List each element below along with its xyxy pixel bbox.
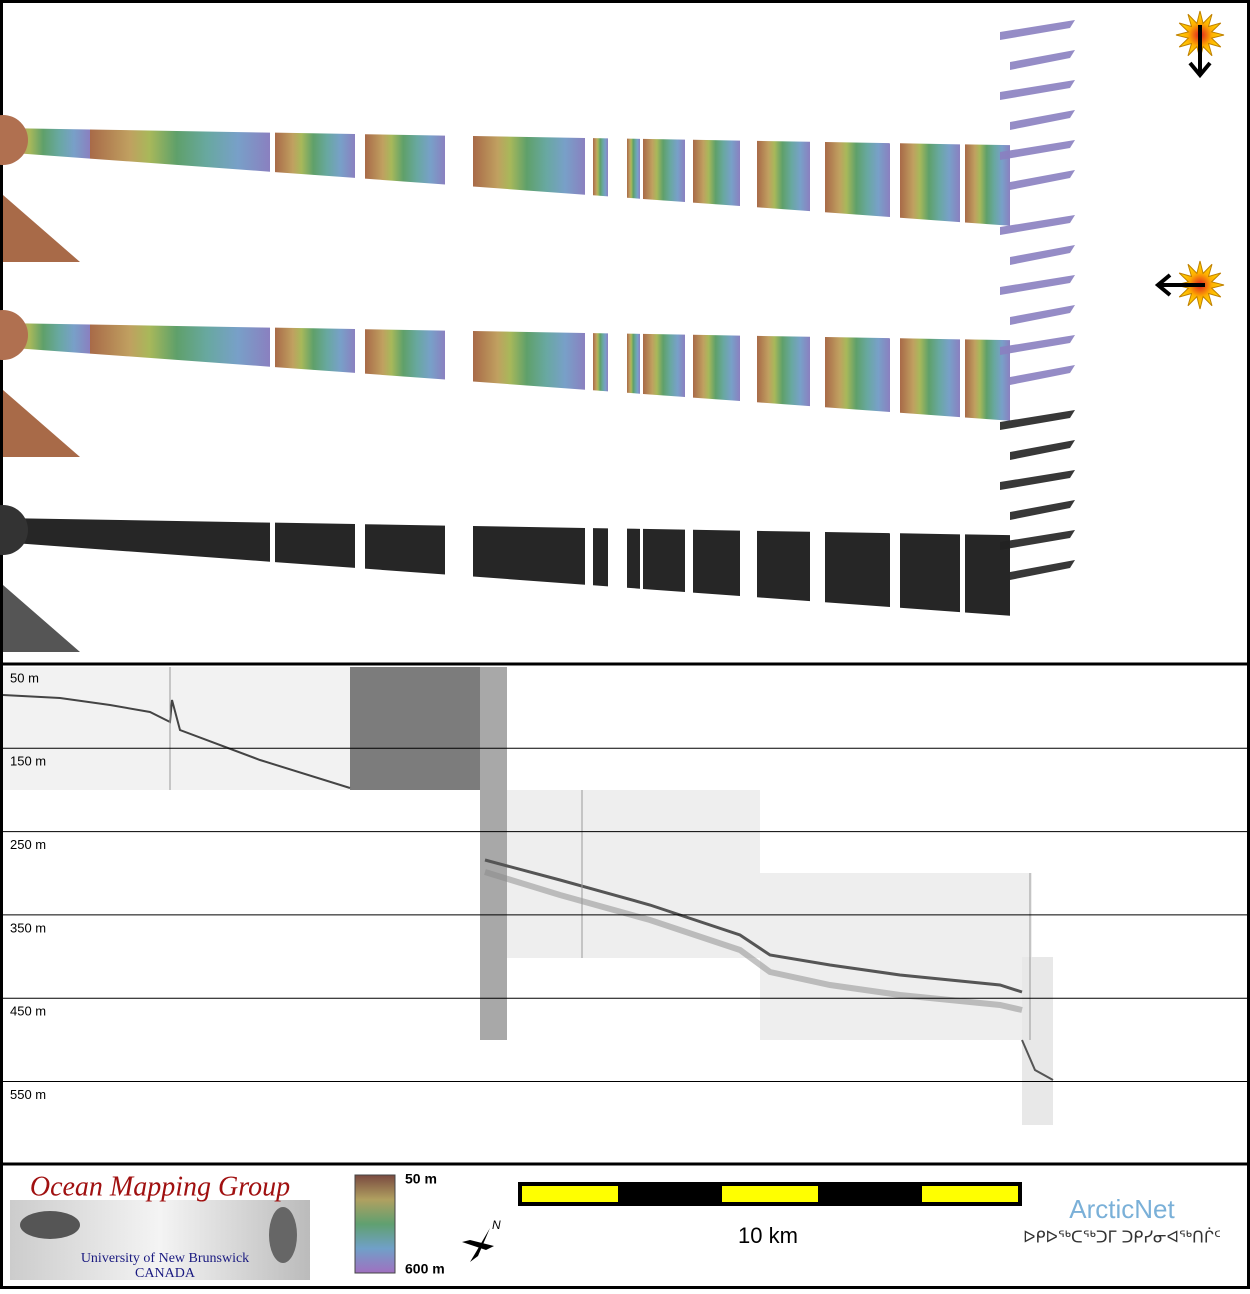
scale-label: 10 km [738,1223,798,1248]
omg-title: Ocean Mapping Group [30,1171,290,1202]
colorbar [354,1174,396,1274]
swath [643,528,685,593]
swath [757,140,810,212]
swath [693,529,740,597]
colorbar-top-label: 50 m [405,1171,437,1187]
swath-fan [1010,500,1075,520]
scale-bar-segment [922,1186,1018,1202]
depth-label: 550 m [10,1087,46,1102]
swath [965,339,1010,421]
swath-fan [1000,140,1075,160]
swath [900,143,960,223]
swath-turn [0,310,28,360]
swath [757,530,810,602]
swath [627,333,640,394]
swath-row [0,20,1075,262]
swath-fan [1010,305,1075,325]
colorbar-bottom-label: 600 m [405,1261,445,1277]
swath [90,324,270,367]
swath-row [0,410,1075,652]
depth-label: 250 m [10,837,46,852]
depth-label: 350 m [10,920,46,935]
swath-fan [1000,470,1075,490]
north-arrow: N [462,1218,501,1262]
swath [275,522,355,568]
legend-panel: Ocean Mapping Group University of New Br… [10,1171,1221,1281]
scale-bar-segment [722,1186,818,1202]
swath [627,138,640,199]
sun-icon [1175,10,1225,79]
swath [275,327,355,373]
swath [757,335,810,407]
swath [90,519,270,562]
omg-university: University of New Brunswick [81,1251,249,1266]
swath [965,534,1010,616]
depth-label: 50 m [10,670,39,685]
sun-icon [1154,260,1225,310]
swath-fan [1010,245,1075,265]
swath [473,526,585,585]
swath-maps [0,10,1225,652]
swath [627,528,640,589]
swath-fan [1000,275,1075,295]
swath [643,138,685,203]
depth-label: 450 m [10,1004,46,1019]
swath [825,142,890,217]
swath [900,338,960,418]
swath [825,532,890,607]
swath-fan [1010,560,1075,580]
arcticnet-inuktitut: ᐅᑭᐅᖅᑕᖅᑐᒥ ᑐᑭᓯᓂᐊᖅᑎᒌᑦ [1023,1228,1221,1247]
swath-fan [1000,530,1075,550]
swath [90,129,270,172]
swath [473,331,585,390]
swath [693,334,740,402]
scale-bar-segment [522,1186,618,1202]
swath [900,533,960,613]
arcticnet-logo: ArcticNet [1069,1194,1175,1224]
swath-fan [1010,365,1075,385]
light-arrowhead [1188,61,1212,79]
swath [593,528,608,587]
swath-fan [1000,215,1075,235]
swath-fan [1010,110,1075,130]
swath [473,136,585,195]
swath [275,132,355,178]
swath [365,134,445,185]
swath [593,333,608,392]
north-label: N [492,1218,501,1232]
subbottom-profile: 50 m 150 m 250 m 350 m 450 m 550 m [2,667,1247,1125]
swath-row [0,215,1075,457]
swath-wedge [3,585,80,652]
light-arrowhead [1154,273,1172,297]
swath [825,337,890,412]
swath-fan [1000,20,1075,40]
swath-wedge [3,195,80,262]
swath [965,144,1010,226]
swath-fan [1000,80,1075,100]
swath [593,138,608,197]
swath-turn [0,505,28,555]
swath [365,524,445,575]
swath [693,139,740,207]
swath-fan [1010,440,1075,460]
swath-fan [1000,335,1075,355]
depth-label: 150 m [10,754,46,769]
swath-fan [1010,50,1075,70]
swath-turn [0,115,28,165]
swath-fan [1000,410,1075,430]
swath-fan [1010,170,1075,190]
swath [365,329,445,380]
swath [643,333,685,398]
swath-wedge [3,390,80,457]
omg-country: CANADA [135,1266,196,1281]
